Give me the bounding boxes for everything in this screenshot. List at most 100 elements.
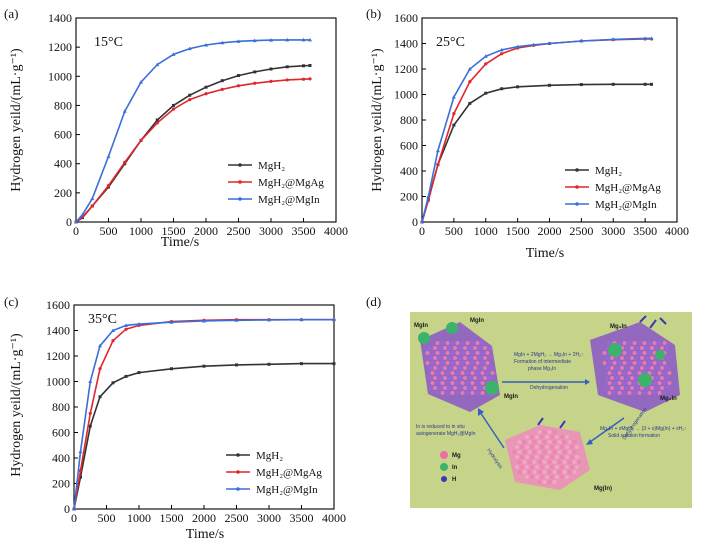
atom [428,386,432,390]
atom [517,470,522,474]
atom [625,346,629,350]
atom [657,341,662,345]
atom [465,351,470,355]
panel-b-x-axis-title: Time/s [526,246,564,261]
atom [622,381,627,385]
data-point [187,46,192,51]
data-point [220,87,224,91]
data-point [267,362,271,366]
atom [647,391,652,395]
data-point [611,82,615,86]
reaction-text-1: MgIn + 2MgH₂ → Mg₃In + 2H₂↑ [514,352,584,358]
atom [460,361,465,365]
y-tick-label: 1000 [46,375,70,389]
atom [530,435,534,439]
atom [463,366,467,370]
panel-c-legend: MgH₂ MgH₂@MgAg MgH₂@MgIn [226,450,322,496]
atom [655,366,659,370]
data-point [301,77,306,81]
atom [617,371,622,375]
data-point [301,37,306,42]
atom [435,351,440,355]
data-point [483,54,488,58]
atom [440,341,445,345]
data-point [235,363,238,367]
arrow-hydrolysis-left [479,411,505,449]
atom [458,356,462,360]
schematic-legend: Mg In H [440,451,461,483]
atom [662,391,667,395]
data-point [122,109,127,113]
x-tick-label: 3500 [292,224,316,238]
atom [473,376,477,380]
legend-marker [236,470,240,474]
legend-marker [236,453,240,457]
atom [463,386,467,390]
h2-molecules [537,315,667,429]
atom [560,455,564,459]
x-tick-label: 2500 [227,224,251,238]
atom [448,386,452,390]
arrow-dehydrogenation-right [589,417,625,443]
arrow-head-right-icon [586,439,593,445]
panel-b-series [420,36,654,224]
atom [547,440,552,444]
atom [527,450,532,454]
atom [448,346,452,350]
atom [468,346,472,350]
atom [557,450,562,454]
data-point [204,42,208,47]
atom [455,371,460,375]
y-tick-label: 200 [400,190,418,204]
atom [640,386,644,390]
atom [560,475,564,479]
legend-entry: MgH₂@MgIn [258,194,320,206]
atom [622,391,627,395]
y-tick-label: 400 [54,157,72,171]
legend-marker [238,163,242,167]
atom [525,465,529,469]
data-point [169,320,174,324]
x-tick-label: 3500 [290,511,314,525]
atom [637,361,642,365]
panel-c-x-axis-title: Time/s [186,527,224,542]
atom [620,376,624,380]
data-point [252,38,257,43]
x-tick-label: 1500 [506,224,530,238]
atom [450,341,455,345]
lattice-mg3in [590,322,680,412]
y-tick-label: 600 [54,128,72,142]
atom [635,376,639,380]
atom [662,341,667,345]
x-tick-label: 2500 [225,511,249,525]
atom [520,455,524,459]
atom [468,356,472,360]
x-tick-label: 500 [445,224,463,238]
data-point [269,79,273,83]
atom [480,361,485,365]
data-point [98,367,102,371]
atom [545,435,549,439]
atom [480,371,485,375]
atom [435,361,440,365]
atom [652,361,657,365]
series-line-2 [421,37,652,223]
atom [532,440,537,444]
data-point [285,65,289,69]
atom [552,440,557,444]
atom [470,351,475,355]
atom [453,386,457,390]
y-tick-label: 400 [52,451,70,465]
panel-c-temperature: 35°C [88,312,117,327]
atom [577,460,582,464]
atom [565,475,569,479]
legend-entry: MgH₂ [595,165,622,177]
atom [445,391,450,395]
atom [532,460,537,464]
atom [562,450,567,454]
x-tick-label: 3000 [257,511,281,525]
atom [647,351,652,355]
atom [438,356,442,360]
data-point [111,328,115,332]
data-point [98,343,102,348]
